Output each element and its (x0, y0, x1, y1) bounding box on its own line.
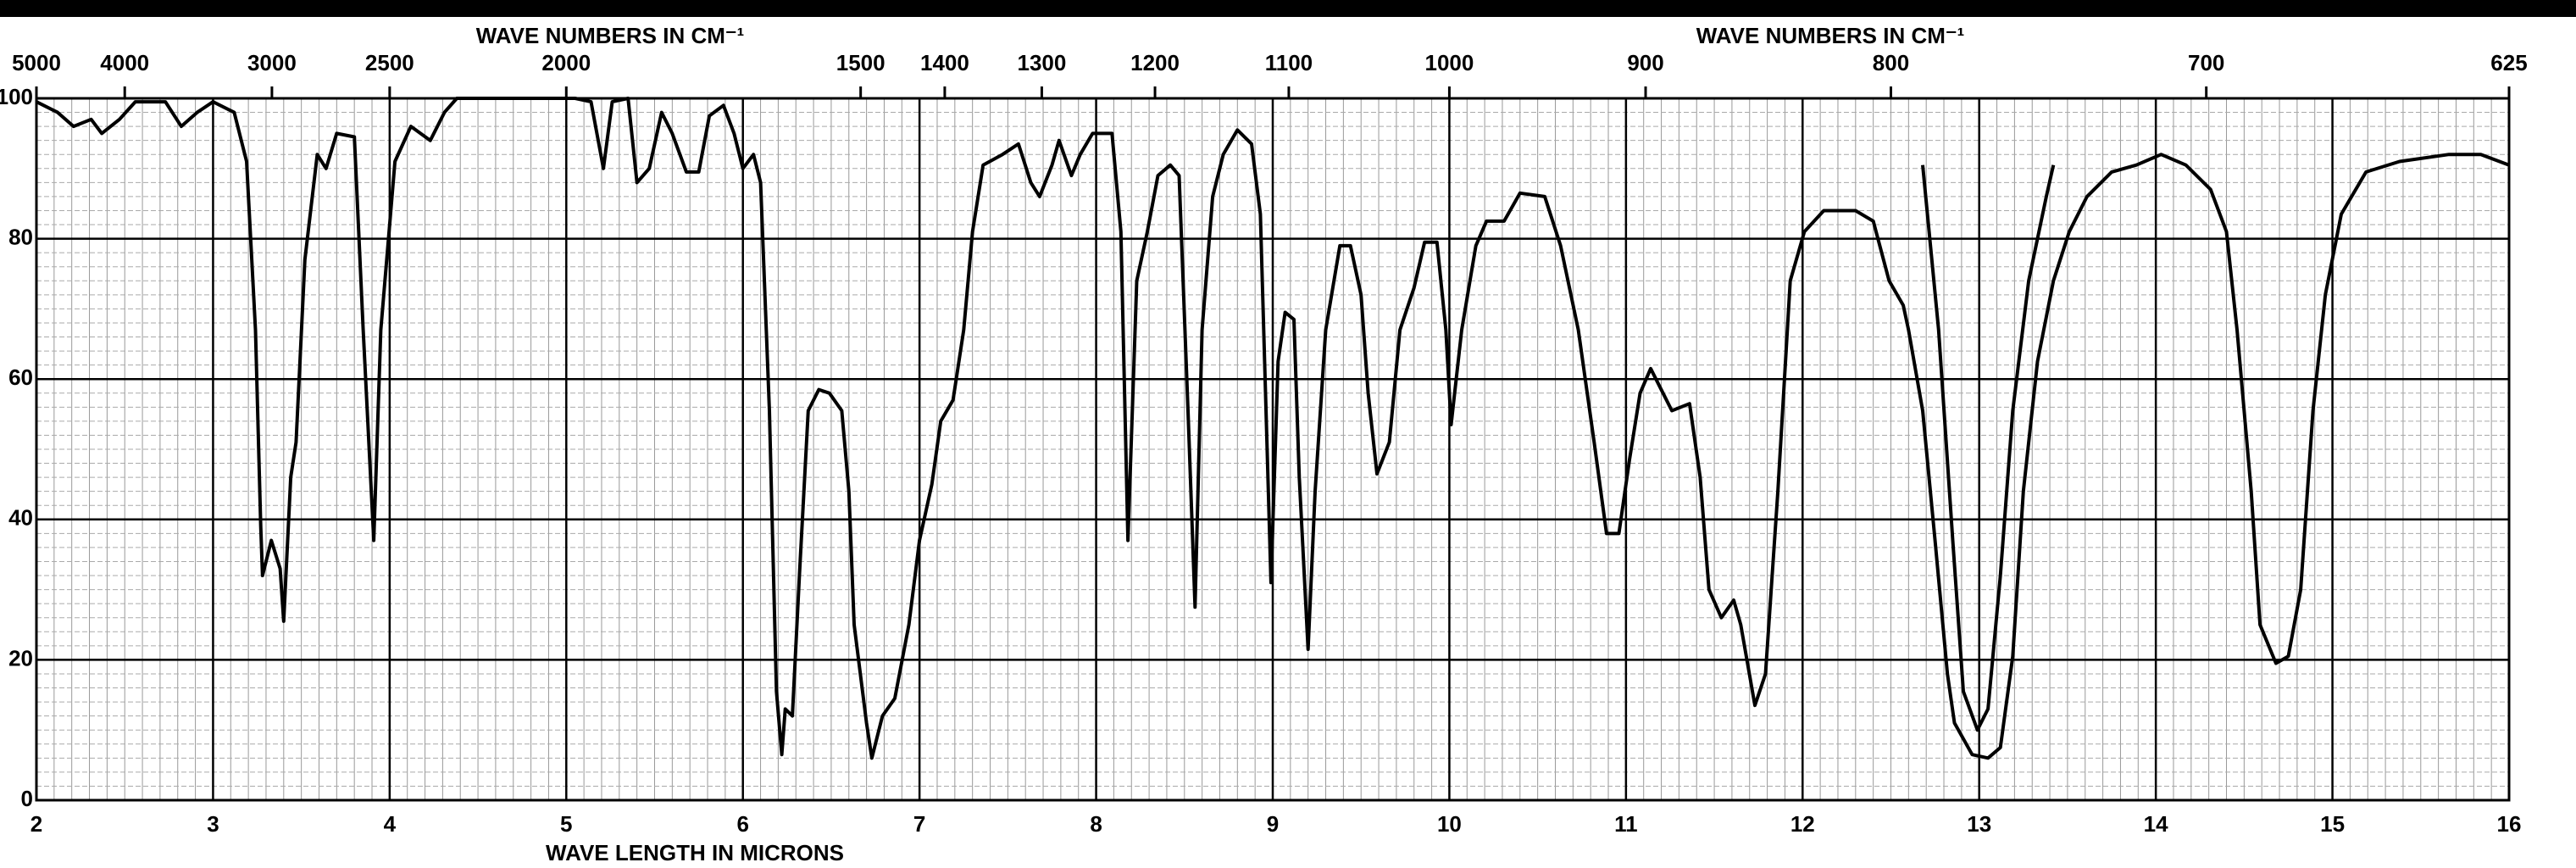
top-tick-label: 3000 (247, 50, 297, 75)
x-tick-label: 7 (913, 811, 925, 837)
x-tick-label: 14 (2144, 811, 2168, 837)
top-tick-label: 1400 (920, 50, 969, 75)
y-tick-label: 20 (8, 645, 33, 670)
spectrum-line (36, 97, 2510, 760)
x-tick-label: 4 (384, 811, 397, 837)
y-tick-label: 100 (0, 84, 33, 109)
spectrum-line (1921, 164, 2056, 732)
x-tick-label: 2 (31, 811, 42, 837)
x-tick-label: 13 (1967, 811, 1991, 837)
x-tick-label: 8 (1090, 811, 1102, 837)
x-tick-label: 12 (1790, 811, 1815, 837)
top-tick-label: 2500 (365, 50, 414, 75)
top-tick-label: 1100 (1265, 50, 1313, 75)
top-tick-label: 900 (1627, 50, 1663, 75)
x-tick-label: 10 (1437, 811, 1462, 837)
top-band (0, 0, 2576, 17)
y-tick-label: 0 (21, 786, 33, 811)
top-tick-label: 4000 (100, 50, 149, 75)
top-tick-label: 625 (2490, 50, 2527, 75)
y-tick-label: 80 (8, 224, 33, 249)
top-tick-label: 700 (2188, 50, 2224, 75)
top-tick-label: 1000 (1425, 50, 1474, 75)
y-tick-label: 40 (8, 505, 33, 531)
x-tick-label: 16 (2497, 811, 2522, 837)
top-tick-label: 1300 (1018, 50, 1067, 75)
x-tick-label: 3 (207, 811, 219, 837)
y-tick-label: 60 (8, 364, 33, 390)
top-tick-label: 1500 (836, 50, 886, 75)
x-tick-label: 9 (1267, 811, 1279, 837)
x-axis-title: WAVE LENGTH IN MICRONS (546, 840, 844, 865)
top-tick-label: 800 (1873, 50, 1909, 75)
top-tick-label: 5000 (12, 50, 61, 75)
x-tick-label: 6 (736, 811, 748, 837)
x-tick-label: 11 (1614, 811, 1638, 837)
x-tick-label: 15 (2320, 811, 2345, 837)
x-tick-label: 5 (560, 811, 572, 837)
top-tick-label: 2000 (541, 50, 591, 75)
top-axis-title: WAVE NUMBERS IN CM⁻¹ (476, 23, 745, 48)
top-tick-label: 1200 (1130, 50, 1180, 75)
top-axis-title: WAVE NUMBERS IN CM⁻¹ (1696, 23, 1965, 48)
